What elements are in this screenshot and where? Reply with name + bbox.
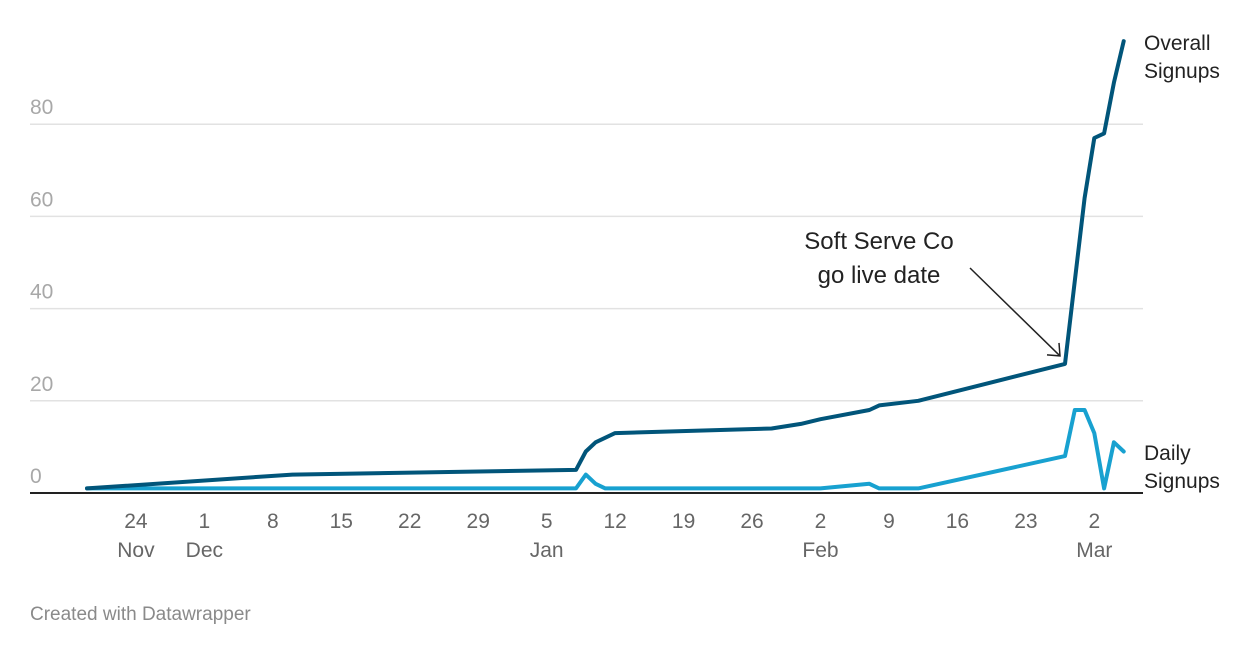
- x-tick-month: Dec: [186, 539, 223, 562]
- x-tick-month: Nov: [117, 539, 155, 562]
- series-label: Signups: [1144, 60, 1220, 83]
- x-tick-day: 12: [603, 510, 626, 533]
- y-tick-label: 60: [30, 188, 53, 211]
- x-tick-day: 22: [398, 510, 421, 533]
- x-tick-month: Feb: [802, 539, 838, 562]
- y-tick-label: 0: [30, 465, 42, 488]
- series-label: Signups: [1144, 470, 1220, 493]
- x-tick-month: Mar: [1076, 539, 1112, 562]
- y-tick-label: 80: [30, 96, 53, 119]
- x-tick-day: 19: [672, 510, 695, 533]
- x-tick-day: 1: [199, 510, 211, 533]
- x-tick-day: 9: [883, 510, 895, 533]
- x-tick-day: 15: [330, 510, 353, 533]
- x-tick-month: Jan: [530, 539, 564, 562]
- annotation-text: Soft Serve Co: [804, 228, 953, 255]
- y-tick-label: 40: [30, 281, 53, 304]
- series-line-overall-signups: [85, 39, 1126, 491]
- series-line-daily-signups: [85, 408, 1126, 491]
- x-tick-day: 29: [467, 510, 490, 533]
- x-tick-day: 23: [1014, 510, 1037, 533]
- x-tick-day: 5: [541, 510, 553, 533]
- arrowhead-icon: [1046, 342, 1061, 357]
- x-tick-day: 2: [1088, 510, 1100, 533]
- footer-credit: Created with Datawrapper: [30, 604, 251, 625]
- x-tick-day: 24: [124, 510, 148, 533]
- x-tick-day: 8: [267, 510, 279, 533]
- x-tick-day: 2: [815, 510, 827, 533]
- series-label: Daily: [1144, 442, 1191, 465]
- y-tick-label: 20: [30, 373, 53, 396]
- annotation-arrow: [969, 267, 1061, 357]
- annotation-text: go live date: [818, 262, 941, 289]
- x-tick-day: 16: [946, 510, 969, 533]
- series-label: Overall: [1144, 32, 1211, 55]
- x-tick-day: 26: [740, 510, 763, 533]
